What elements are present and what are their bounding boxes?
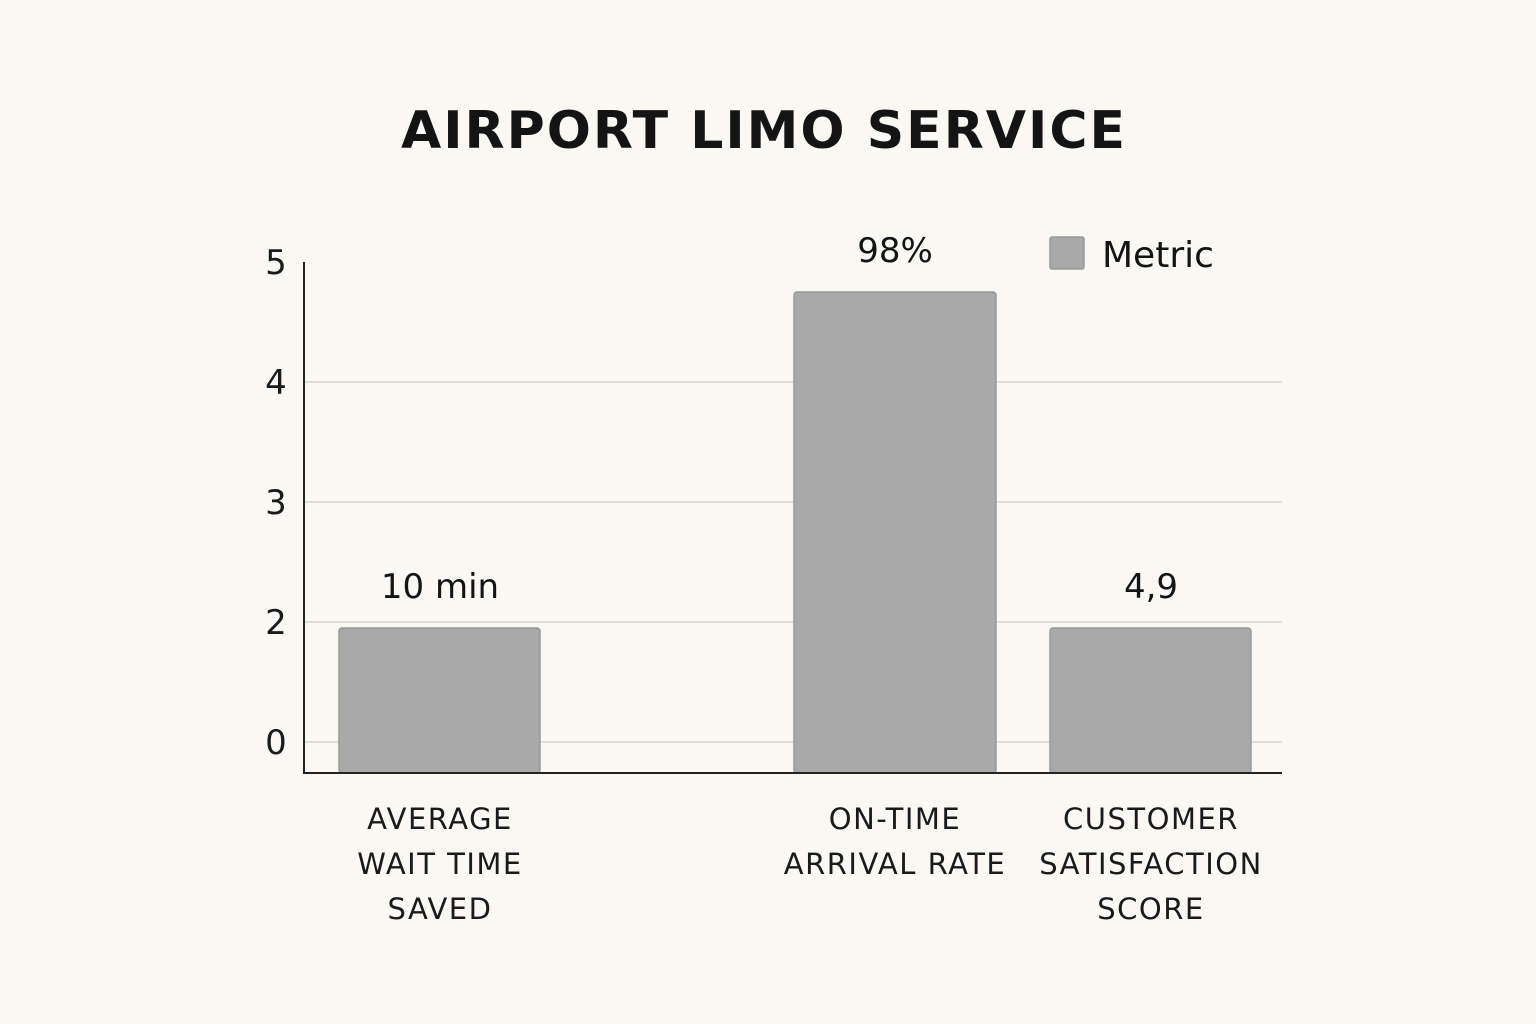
y-tick-label-4: 4 [265, 363, 287, 403]
category-label-line: AVERAGE [367, 802, 513, 836]
y-axis-ticks: 0 2 3 4 5 [265, 243, 287, 763]
data-label-1: 10 min [381, 567, 499, 607]
y-tick-label-0: 0 [265, 723, 287, 763]
data-label-2: 98% [857, 231, 933, 271]
category-label-line: SAVED [388, 892, 493, 926]
category-label-line: ARRIVAL RATE [784, 847, 1007, 881]
bar-1 [338, 627, 541, 774]
axes [303, 262, 1282, 774]
legend-swatch [1049, 236, 1085, 270]
data-labels: 10 min 98% 4,9 [381, 231, 1178, 607]
category-label-line: WAIT TIME [357, 847, 523, 881]
bar-3 [1049, 627, 1252, 774]
data-label-3: 4,9 [1124, 567, 1178, 607]
y-tick-label-5: 5 [265, 243, 287, 283]
category-label-3: CUSTOMER SATISFACTION SCORE [1039, 802, 1263, 926]
bar-2 [793, 291, 997, 774]
x-axis-categories: AVERAGE WAIT TIME SAVED ON-TIME ARRIVAL RATE… [357, 802, 1263, 926]
bars [338, 291, 1252, 774]
chart-title: AIRPORT LIMO SERVICE [401, 101, 1127, 161]
category-label-line: SCORE [1097, 892, 1204, 926]
legend: Metric [1049, 235, 1214, 276]
category-label-line: ON-TIME [829, 802, 961, 836]
category-label-line: CUSTOMER [1063, 802, 1239, 836]
legend-label: Metric [1102, 235, 1214, 276]
category-label-line: SATISFACTION [1039, 847, 1263, 881]
y-tick-label-2: 2 [265, 603, 287, 643]
category-label-1: AVERAGE WAIT TIME SAVED [357, 802, 523, 926]
y-tick-label-3: 3 [265, 483, 287, 523]
category-label-2: ON-TIME ARRIVAL RATE [784, 802, 1007, 881]
